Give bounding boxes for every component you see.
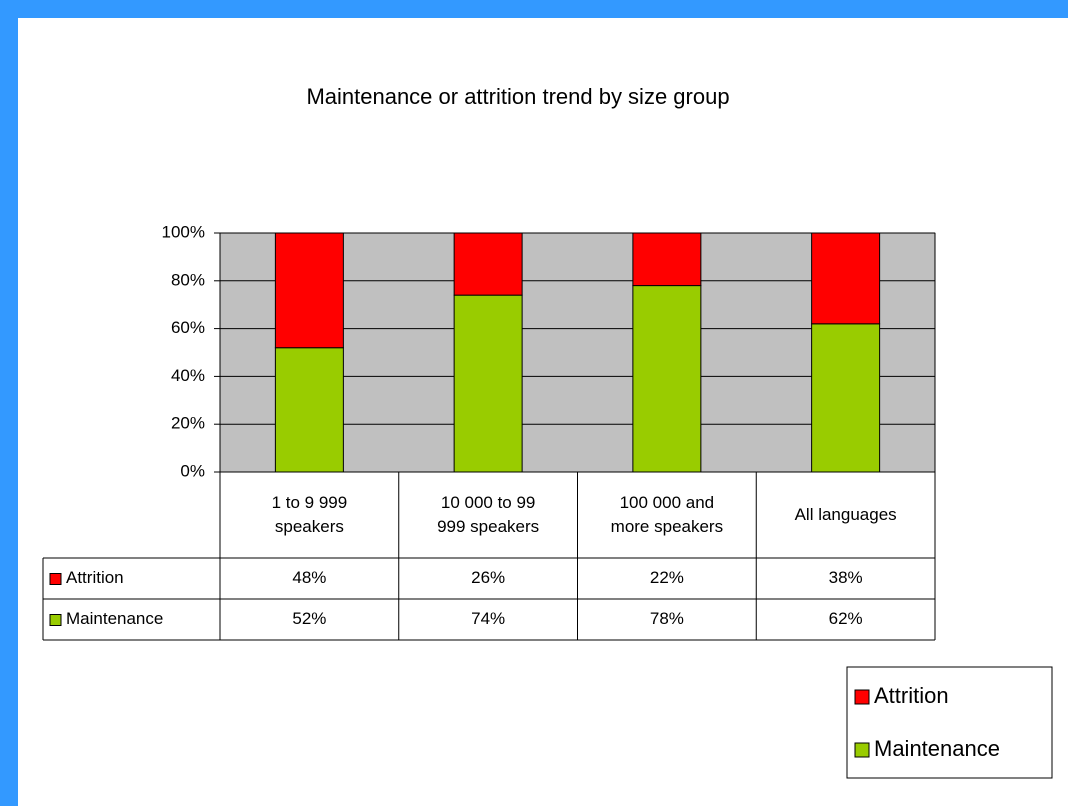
table-value: 78% bbox=[650, 609, 684, 628]
x-tick-label: 1 to 9 999 speakers bbox=[271, 493, 348, 536]
legend-key bbox=[854, 689, 870, 705]
table-value: 22% bbox=[650, 568, 684, 587]
table-value: 74% bbox=[471, 609, 505, 628]
x-tick-label: 10 000 to 99 999 speakers bbox=[437, 493, 540, 536]
table-row-label: Attrition bbox=[66, 568, 124, 587]
table-legend-key bbox=[49, 614, 62, 626]
table-value: 38% bbox=[829, 568, 863, 587]
x-tick-label-box: 10 000 to 99 999 speakers bbox=[437, 493, 540, 536]
x-tick-label-box: All languages bbox=[794, 505, 897, 524]
bar-segment bbox=[811, 232, 881, 325]
bar-segment bbox=[632, 285, 702, 473]
frame-top bbox=[0, 0, 1068, 18]
y-tick-label: 60% bbox=[171, 318, 205, 337]
legend-key bbox=[854, 742, 870, 758]
bar-segment bbox=[453, 294, 523, 473]
table-value: 26% bbox=[471, 568, 505, 587]
y-tick-label: 40% bbox=[171, 366, 205, 385]
bar-segment bbox=[274, 232, 344, 349]
bar-segment bbox=[274, 347, 344, 473]
table-legend-key bbox=[49, 573, 62, 585]
legend-label: Maintenance bbox=[874, 736, 1000, 761]
y-tick-label: 100% bbox=[162, 222, 205, 241]
table-value: 52% bbox=[292, 609, 326, 628]
y-tick-label: 20% bbox=[171, 414, 205, 433]
chart-title: Maintenance or attrition trend by size g… bbox=[306, 84, 729, 109]
legend-box bbox=[846, 666, 1053, 779]
table-value: 48% bbox=[292, 568, 326, 587]
x-tick-label: All languages bbox=[794, 505, 897, 524]
table-value: 62% bbox=[829, 609, 863, 628]
y-tick-label: 80% bbox=[171, 270, 205, 289]
frame-left bbox=[0, 0, 18, 806]
bar-segment bbox=[811, 323, 881, 473]
legend-label: Attrition bbox=[874, 683, 949, 708]
x-tick-label-box: 1 to 9 999 speakers bbox=[271, 493, 348, 536]
y-tick-label: 0% bbox=[180, 461, 205, 480]
x-tick-label-box: 100 000 and more speakers bbox=[610, 493, 724, 536]
table-row-label: Maintenance bbox=[66, 609, 163, 628]
x-tick-label: 100 000 and more speakers bbox=[610, 493, 724, 536]
bar-segment bbox=[632, 232, 702, 287]
bar-segment bbox=[453, 232, 523, 296]
